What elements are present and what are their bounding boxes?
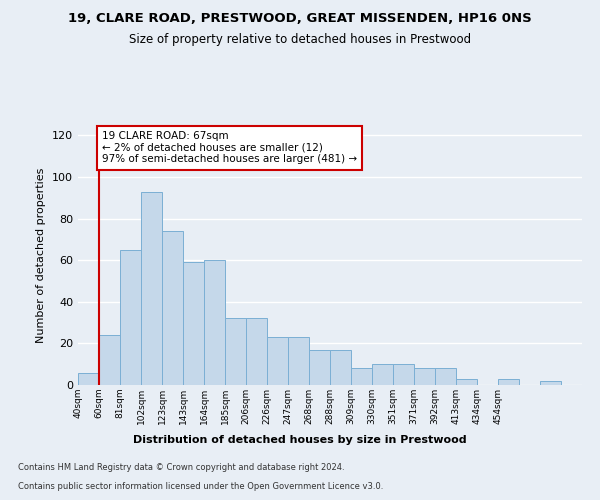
Bar <box>309 350 330 385</box>
Text: Contains HM Land Registry data © Crown copyright and database right 2024.: Contains HM Land Registry data © Crown c… <box>18 464 344 472</box>
Bar <box>183 262 204 385</box>
Bar <box>141 192 162 385</box>
Bar <box>204 260 225 385</box>
Y-axis label: Number of detached properties: Number of detached properties <box>37 168 46 342</box>
Bar <box>225 318 246 385</box>
Bar <box>162 231 183 385</box>
Text: 19 CLARE ROAD: 67sqm
← 2% of detached houses are smaller (12)
97% of semi-detach: 19 CLARE ROAD: 67sqm ← 2% of detached ho… <box>102 131 357 164</box>
Text: Distribution of detached houses by size in Prestwood: Distribution of detached houses by size … <box>133 435 467 445</box>
Text: 19, CLARE ROAD, PRESTWOOD, GREAT MISSENDEN, HP16 0NS: 19, CLARE ROAD, PRESTWOOD, GREAT MISSEND… <box>68 12 532 26</box>
Text: Size of property relative to detached houses in Prestwood: Size of property relative to detached ho… <box>129 32 471 46</box>
Bar <box>540 381 561 385</box>
Bar <box>393 364 414 385</box>
Bar <box>99 335 120 385</box>
Bar <box>267 337 288 385</box>
Bar <box>351 368 372 385</box>
Bar <box>456 379 477 385</box>
Text: Contains public sector information licensed under the Open Government Licence v3: Contains public sector information licen… <box>18 482 383 491</box>
Bar <box>435 368 456 385</box>
Bar <box>120 250 141 385</box>
Bar <box>288 337 309 385</box>
Bar <box>78 372 99 385</box>
Bar <box>246 318 267 385</box>
Bar <box>330 350 351 385</box>
Bar <box>498 379 519 385</box>
Bar <box>372 364 393 385</box>
Bar <box>414 368 435 385</box>
